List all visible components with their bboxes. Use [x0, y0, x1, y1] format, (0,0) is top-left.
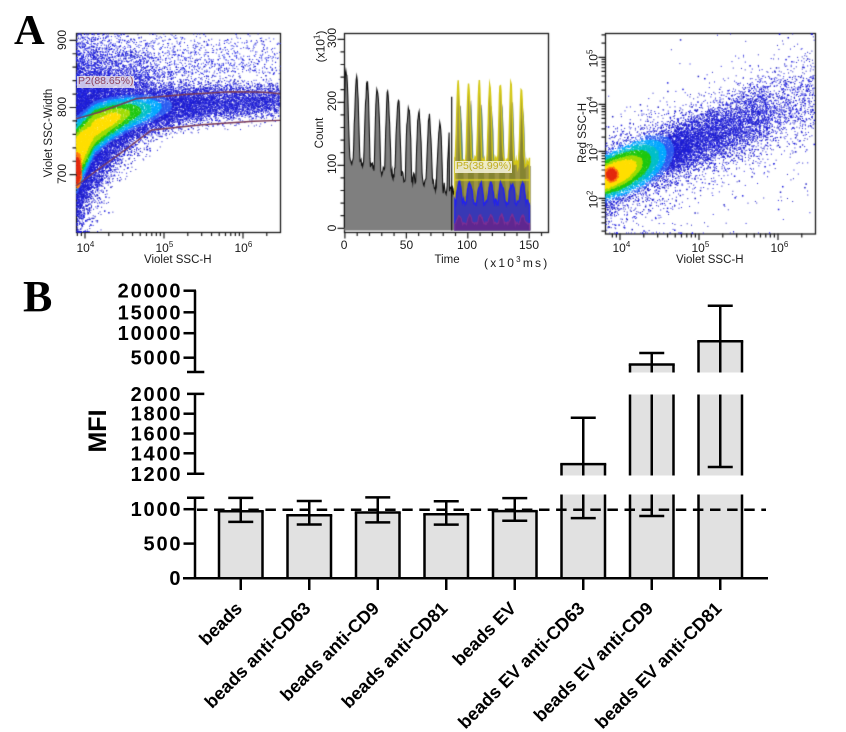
- svg-text:beads EV anti-CD9: beads EV anti-CD9: [530, 598, 657, 725]
- svg-text:beads: beads: [195, 598, 246, 649]
- svg-text:500: 500: [144, 534, 183, 556]
- svg-text:1600: 1600: [131, 424, 183, 446]
- svg-text:2000: 2000: [131, 384, 183, 406]
- svg-text:5000: 5000: [131, 348, 183, 370]
- svg-text:1800: 1800: [131, 404, 183, 426]
- svg-text:1400: 1400: [131, 443, 183, 465]
- svg-text:20000: 20000: [118, 281, 183, 303]
- svg-text:beads EV anti-CD63: beads EV anti-CD63: [454, 598, 588, 732]
- svg-text:beads EV anti-CD81: beads EV anti-CD81: [591, 598, 725, 732]
- svg-text:beads EV: beads EV: [449, 598, 520, 669]
- svg-text:15000: 15000: [118, 302, 183, 324]
- svg-text:MFI: MFI: [84, 409, 112, 452]
- svg-text:1200: 1200: [131, 464, 183, 486]
- svg-text:10000: 10000: [118, 323, 183, 345]
- svg-text:1000: 1000: [131, 499, 183, 521]
- svg-text:0: 0: [169, 568, 182, 590]
